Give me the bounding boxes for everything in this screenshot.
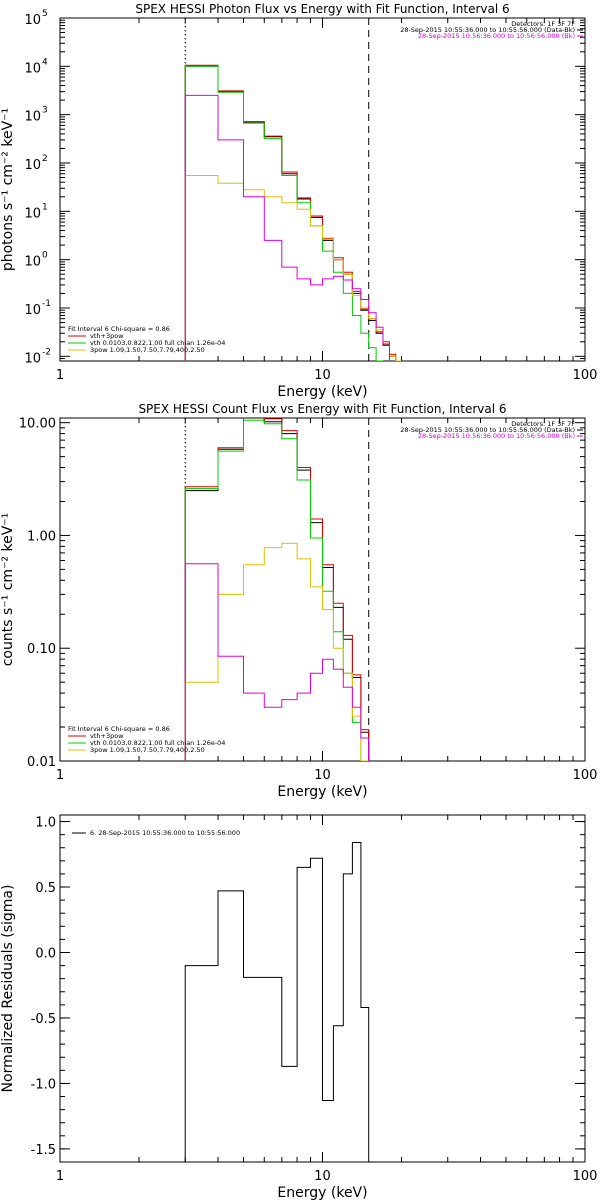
series-background — [184, 94, 390, 361]
y-axis-label: photons s⁻¹ cm⁻² keV⁻¹ — [0, 108, 16, 271]
x-tick-label: 1 — [56, 1169, 64, 1184]
plot-frame — [59, 17, 586, 362]
x-tick-label: 100 — [573, 768, 598, 783]
x-tick-label: 10 — [314, 768, 331, 783]
legend-label: vth+3pow — [90, 332, 124, 340]
y-tick-label: -0.5 — [31, 1012, 56, 1027]
y-tick-label: 1.00 — [27, 529, 56, 544]
legend-label: vth+3pow — [90, 732, 124, 740]
x-axis-label: Energy (keV) — [277, 1185, 367, 1200]
series-group — [184, 418, 370, 761]
header-line: 28-Sep-2015 10:55:36.000 to 10:55:56.000… — [400, 26, 575, 34]
y-tick-label: 10.00 — [19, 417, 56, 432]
chart-2: SPEX HESSI Count Flux vs Energy with Fit… — [0, 402, 597, 800]
x-tick-label: 10 — [314, 1169, 331, 1184]
x-tick-label: 1 — [56, 368, 64, 383]
chart-1: SPEX HESSI Photon Flux vs Energy with Fi… — [0, 2, 597, 400]
legend-label: 6. 28-Sep-2015 10:55:36.000 to 10:55:56.… — [90, 829, 240, 837]
y-tick-label: -1.0 — [31, 1077, 56, 1092]
y-tick-exponent: 4 — [42, 57, 48, 67]
y-tick-exponent: 5 — [42, 9, 48, 19]
header-line: 28-Sep-2015 10:55:36.000 to 10:55:56.000… — [400, 426, 575, 434]
series-residuals — [184, 842, 370, 1162]
header-line: 28-Sep-2015 10:56:36.000 to 10:56:56.000… — [418, 32, 575, 40]
series-group — [184, 842, 370, 1162]
legend-label: vth 0.0103,0.822,1.00 full chian 1.26e-0… — [90, 339, 225, 347]
series-powerlaw — [184, 542, 369, 761]
y-tick-label: 10 — [24, 351, 41, 366]
legend-label: 3pow 1.09,1.50,7.50,7.79,400,2.50 — [90, 346, 205, 354]
y-tick-label: 10 — [24, 303, 41, 318]
series-group — [184, 64, 402, 361]
legend-label: 3pow 1.09,1.50,7.50,7.79,400,2.50 — [90, 746, 205, 754]
y-tick-label: 10 — [24, 158, 41, 173]
x-tick-label: 100 — [573, 1169, 598, 1184]
series-thermal — [184, 419, 369, 761]
y-tick-label: 10 — [24, 255, 41, 270]
y-tick-exponent: 0 — [42, 251, 48, 261]
header-line: 28-Sep-2015 10:56:36.000 to 10:56:56.000… — [418, 432, 575, 440]
y-tick-label: 10 — [24, 110, 41, 125]
y-tick-label: 0.10 — [27, 642, 56, 657]
y-axis-label: Normalized Residuals (sigma) — [0, 885, 16, 1093]
y-tick-label: 10 — [24, 61, 41, 76]
chart-title: SPEX HESSI Count Flux vs Energy with Fit… — [138, 402, 506, 416]
y-tick-label: 0.01 — [27, 755, 56, 770]
x-axis-label: Energy (keV) — [277, 384, 367, 400]
series-total — [184, 418, 370, 761]
y-tick-label: 0.0 — [35, 946, 56, 961]
chart-3: 1 10 100 -1.5 -1.0 -0.5 0.0 0.5 1.0 Energy (keV) N… — [0, 814, 598, 1200]
y-tick-exponent: 1 — [42, 202, 48, 212]
legend-title: Fit Interval 6 Chi-square = 0.86 — [68, 325, 170, 333]
series-thermal — [184, 65, 383, 361]
y-tick-label: 10 — [24, 13, 41, 28]
x-axis-label: Energy (keV) — [277, 784, 367, 800]
y-tick-exponent: 2 — [42, 154, 48, 164]
header-line: Detectors: 1F 3F 7F — [511, 420, 575, 428]
y-tick-exponent: -2 — [42, 347, 51, 357]
y-tick-label: 1.0 — [35, 816, 56, 831]
y-tick-label: 10 — [24, 206, 41, 221]
series-background — [184, 563, 370, 761]
header-line: Detectors: 1F 3F 7F — [511, 20, 575, 28]
y-tick-exponent: -1 — [42, 299, 51, 309]
legend-label: vth 0.0103,0.822,1.00 full chian 1.26e-0… — [90, 739, 225, 747]
x-tick-label: 1 — [56, 768, 64, 783]
y-tick-label: -1.5 — [31, 1143, 56, 1158]
series-data — [184, 418, 370, 761]
x-tick-label: 100 — [573, 368, 598, 383]
x-tick-label: 10 — [314, 368, 331, 383]
legend-title: Fit Interval 6 Chi-square = 0.86 — [68, 725, 170, 733]
y-tick-label: 0.5 — [35, 881, 56, 896]
y-axis-label: counts s⁻¹ cm⁻² keV⁻¹ — [0, 513, 16, 667]
y-tick-exponent: 3 — [42, 106, 48, 116]
chart-title: SPEX HESSI Photon Flux vs Energy with Fi… — [135, 2, 509, 16]
